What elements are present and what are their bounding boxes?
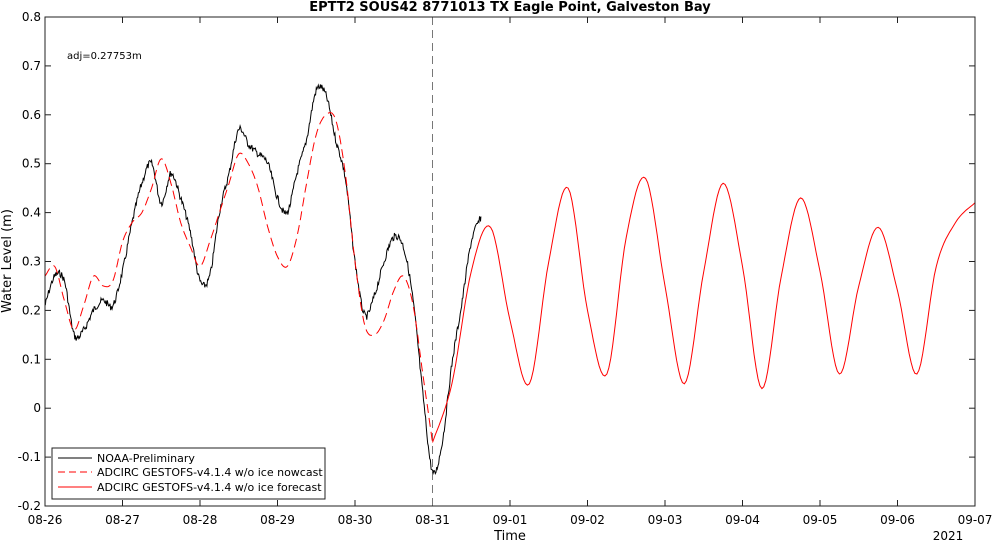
legend-label-nowcast: ADCIRC GESTOFS-v4.1.4 w/o ice nowcast: [97, 466, 323, 479]
y-tick-label: 0: [33, 401, 41, 415]
y-tick-label: 0.1: [22, 352, 41, 366]
series-line-1: [44, 112, 433, 443]
series-layer: [44, 83, 976, 475]
chart-title: EPTT2 SOUS42 8771013 TX Eagle Point, Gal…: [309, 0, 711, 15]
x-tick-label: 09-03: [648, 513, 683, 527]
y-axis-label: Water Level (m): [0, 209, 15, 313]
x-tick-label: 08-29: [260, 513, 295, 527]
x-axis-label: Time: [493, 529, 526, 541]
y-tick-label: 0.7: [22, 59, 41, 73]
y-tick-label: 0.2: [22, 303, 41, 317]
x-tick-label: 09-06: [880, 513, 915, 527]
adjustment-annotation: adj=0.27753m: [67, 51, 142, 62]
y-tick-label: -0.2: [18, 499, 41, 513]
x-tick-label: 08-31: [415, 513, 450, 527]
y-tick-label: 0.3: [22, 255, 41, 269]
x-tick-label: 09-07: [958, 513, 992, 527]
x-tick-label: 08-30: [338, 513, 373, 527]
plot-frame: [44, 16, 976, 507]
legend-label-forecast: ADCIRC GESTOFS-v4.1.4 w/o ice forecast: [97, 481, 322, 494]
x-tick-label: 09-02: [570, 513, 605, 527]
x-tick-label: 08-28: [183, 513, 218, 527]
y-tick-label: 0.6: [22, 108, 41, 122]
x-axis: 08-26 08-27 08-28 08-29 08-30 08-31 09-01 09-02…: [28, 17, 992, 527]
x-tick-label: 09-04: [725, 513, 760, 527]
y-tick-label: 0.4: [22, 206, 41, 220]
y-tick-label: 0.5: [22, 157, 41, 171]
x-tick-label: 09-01: [493, 513, 528, 527]
y-axis: -0.2 -0.1 0 0.1 0.2 0.3 0.4 0.5 0.6 0.7 0.8: [18, 10, 975, 513]
legend: NOAA-Preliminary ADCIRC GESTOFS-v4.1.4 w…: [51, 447, 326, 500]
x-tick-label: 08-27: [105, 513, 140, 527]
x-tick-label: 08-26: [28, 513, 63, 527]
series-line-2: [432, 176, 976, 443]
year-label: 2021: [933, 529, 964, 541]
legend-box: [51, 447, 326, 500]
legend-label-observed: NOAA-Preliminary: [97, 452, 195, 465]
x-tick-label: 09-05: [803, 513, 838, 527]
y-tick-label: -0.1: [18, 450, 41, 464]
y-tick-label: 0.8: [22, 10, 41, 24]
series-line-0: [44, 83, 482, 475]
plot-background: [45, 17, 975, 506]
